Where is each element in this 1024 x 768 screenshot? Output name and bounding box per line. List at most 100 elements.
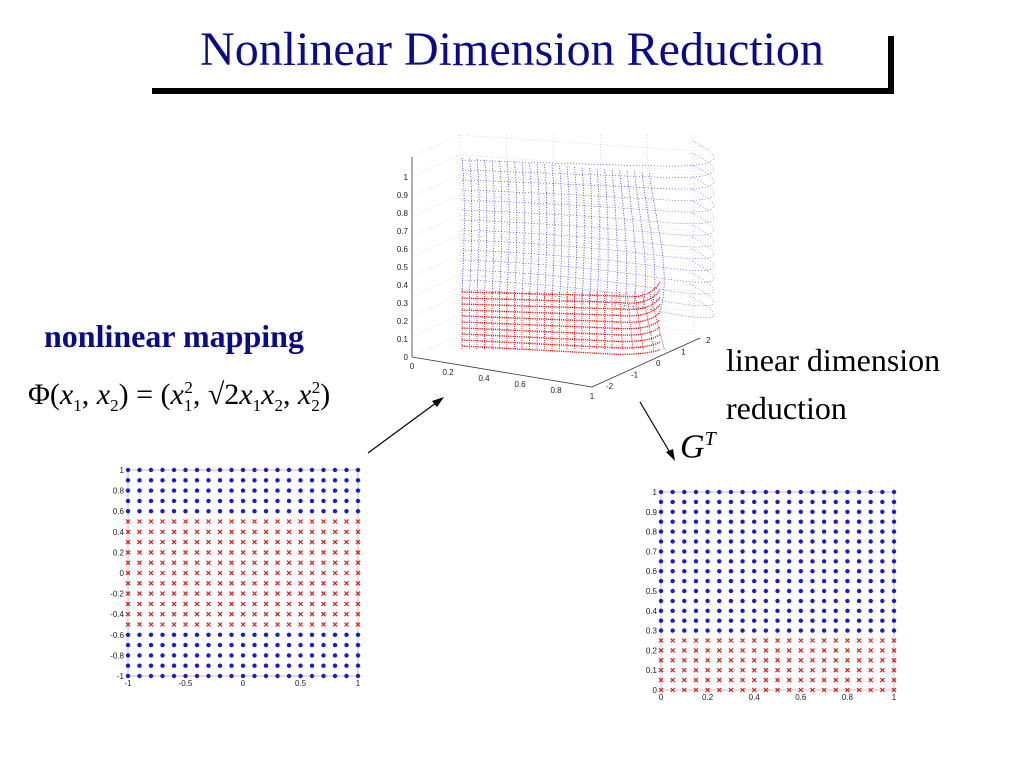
point-class-a (240, 467, 246, 473)
point-class-a (355, 642, 361, 648)
point-class-a (810, 549, 815, 554)
point-class-a (856, 529, 862, 534)
point-class-b (309, 570, 315, 576)
point-class-a (728, 559, 734, 564)
point-class-a (752, 519, 757, 524)
point-class-b (217, 580, 223, 586)
point-class-a (821, 489, 827, 495)
point-class-b (844, 687, 850, 693)
point-class-a (183, 642, 188, 648)
point-class-b (810, 638, 815, 643)
surface-line-a (649, 172, 665, 313)
point-class-a (321, 673, 326, 679)
point-class-a (148, 478, 154, 483)
point-class-b (183, 560, 188, 566)
point-class-a (786, 539, 792, 544)
point-class-b (194, 591, 200, 597)
surface-line-b (461, 345, 661, 356)
point-class-a (137, 653, 142, 658)
point-class-b (332, 529, 338, 535)
point-class-a (740, 489, 745, 495)
point-class-a (263, 642, 269, 648)
point-class-a (798, 539, 803, 544)
point-class-a (309, 509, 315, 514)
point-class-b (891, 687, 897, 693)
point-class-a (810, 608, 815, 613)
point-class-a (728, 509, 734, 514)
point-class-a (171, 653, 177, 658)
point-class-a (298, 498, 303, 504)
point-class-b (321, 601, 326, 607)
point-class-b (332, 601, 338, 607)
point-class-b (183, 549, 188, 555)
point-class-b (821, 677, 827, 683)
point-class-b (833, 677, 839, 683)
point-class-a (705, 569, 710, 574)
point-class-a (868, 509, 873, 514)
point-class-b (252, 529, 257, 535)
point-class-a (763, 578, 769, 584)
point-class-b (206, 611, 211, 617)
mapping-formula: Φ(x1, x2) = (x12, √2x1x2, x22) (28, 378, 331, 415)
point-class-a (137, 488, 142, 493)
point-class-a (763, 489, 769, 495)
point-class-a (728, 519, 734, 524)
surface-line-a (461, 223, 715, 248)
grid-line (411, 254, 461, 278)
point-class-a (275, 467, 280, 473)
point-class-b (868, 657, 874, 663)
point-class-b (217, 591, 223, 597)
y3d-tick-label: 1 (681, 348, 686, 357)
point-class-b (137, 591, 142, 597)
point-class-a (171, 467, 177, 473)
point-class-a (740, 618, 745, 623)
point-class-b (798, 687, 804, 693)
point-class-a (798, 598, 803, 604)
x-tick-label: 0.6 (795, 693, 807, 702)
surface-line-a (491, 160, 495, 296)
point-class-a (321, 653, 326, 658)
point-class-a (658, 519, 664, 524)
point-class-a (658, 618, 664, 623)
point-class-a (332, 642, 338, 648)
point-class-a (845, 489, 850, 495)
point-class-a (160, 478, 165, 483)
point-class-b (252, 580, 257, 586)
point-class-a (810, 569, 815, 574)
point-class-b (252, 591, 257, 597)
point-class-b (275, 580, 280, 586)
point-class-a (798, 628, 803, 633)
point-class-a (775, 588, 780, 594)
grid-line (459, 294, 695, 312)
point-class-a (240, 488, 246, 493)
point-class-b (275, 549, 280, 555)
point-class-a (810, 499, 815, 505)
point-class-a (891, 539, 897, 544)
point-class-a (880, 598, 885, 604)
point-class-a (252, 673, 257, 679)
arrow-mapping-head (432, 397, 444, 407)
point-class-b (344, 519, 349, 524)
point-class-a (229, 632, 234, 637)
point-class-a (833, 588, 838, 594)
point-class-a (891, 509, 897, 514)
point-class-a (728, 608, 734, 613)
point-class-a (880, 549, 885, 554)
point-class-a (298, 642, 303, 648)
point-class-a (183, 663, 188, 668)
point-class-b (298, 549, 303, 555)
point-class-a (125, 509, 131, 514)
point-class-a (658, 588, 664, 594)
point-class-a (752, 578, 757, 584)
point-class-b (658, 638, 664, 643)
point-class-a (263, 632, 269, 637)
point-class-b (206, 622, 211, 627)
point-class-a (891, 489, 897, 495)
point-class-b (137, 601, 142, 607)
point-class-a (868, 519, 873, 524)
point-class-a (833, 489, 838, 495)
point-class-a (240, 663, 246, 668)
point-class-b (728, 657, 734, 663)
point-class-a (298, 467, 303, 473)
surface-line-a (499, 160, 503, 297)
